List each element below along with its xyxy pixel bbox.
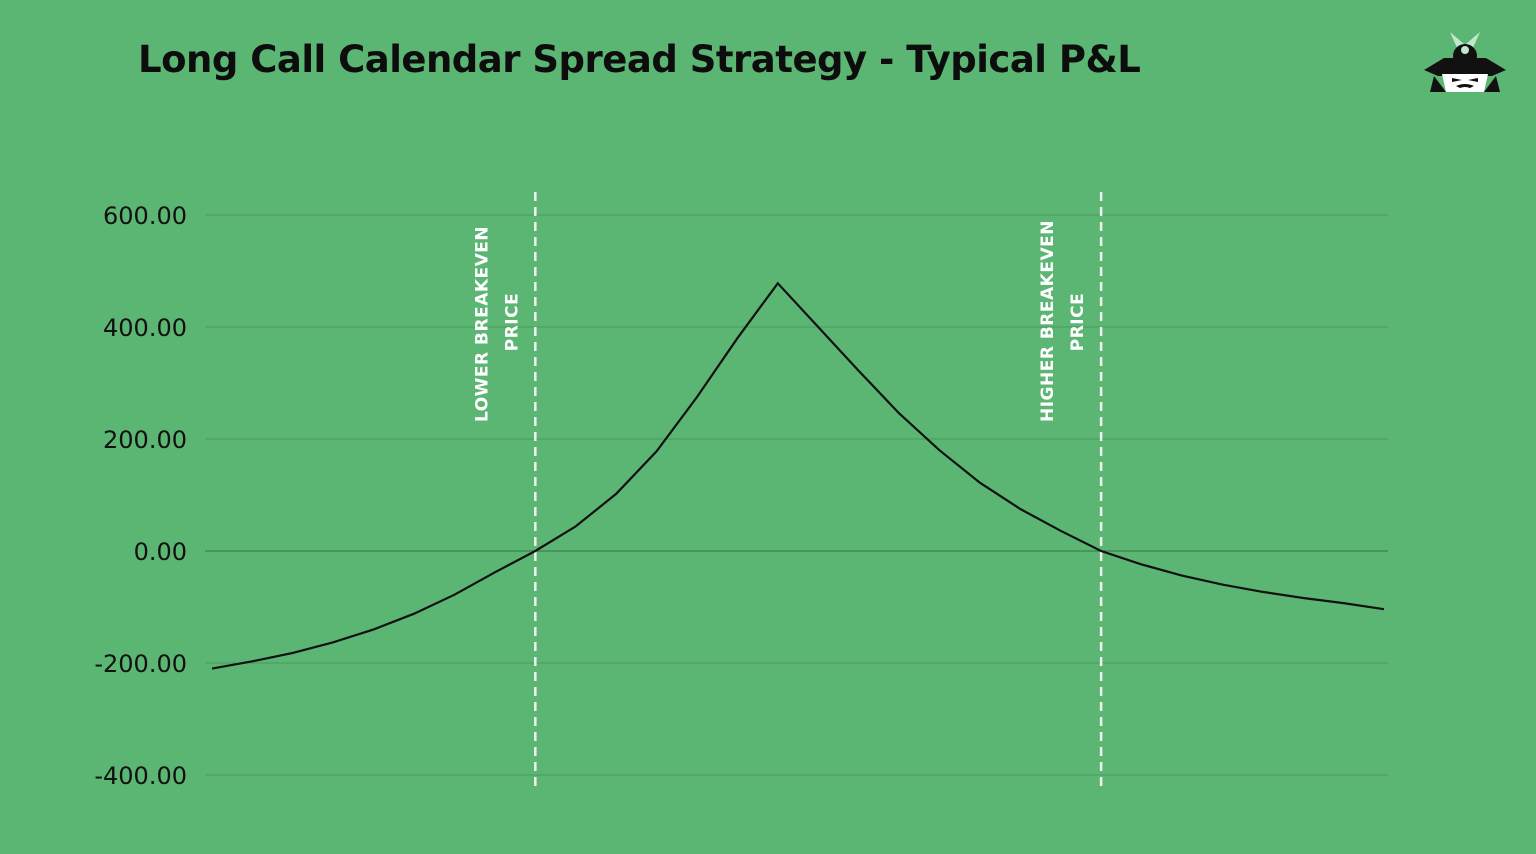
y-tick-label: -200.00 (94, 650, 187, 678)
grid (205, 214, 1388, 776)
y-tick-label: -400.00 (94, 762, 187, 790)
y-tick-label: 400.00 (103, 314, 187, 342)
breakeven-label: HIGHER BREAKEVEN (1038, 220, 1058, 422)
pnl-curve (211, 281, 1385, 670)
breakeven-markers: LOWER BREAKEVEN PRICE HIGHER BREAKEVEN PRIC… (472, 192, 1103, 786)
y-tick-label: 0.00 (134, 538, 187, 566)
breakeven-label: PRICE (1068, 293, 1088, 351)
samurai-helmet-logo-icon (1420, 28, 1510, 100)
y-tick-label: 600.00 (103, 202, 187, 230)
chart-title: Long Call Calendar Spread Strategy - Typ… (138, 38, 1141, 81)
y-tick-label: 200.00 (103, 426, 187, 454)
breakeven-label: LOWER BREAKEVEN (472, 226, 492, 422)
breakeven-label: PRICE (502, 293, 522, 351)
y-axis-ticks: 600.00 400.00 200.00 0.00 -200.00 -400.00 (94, 202, 187, 790)
